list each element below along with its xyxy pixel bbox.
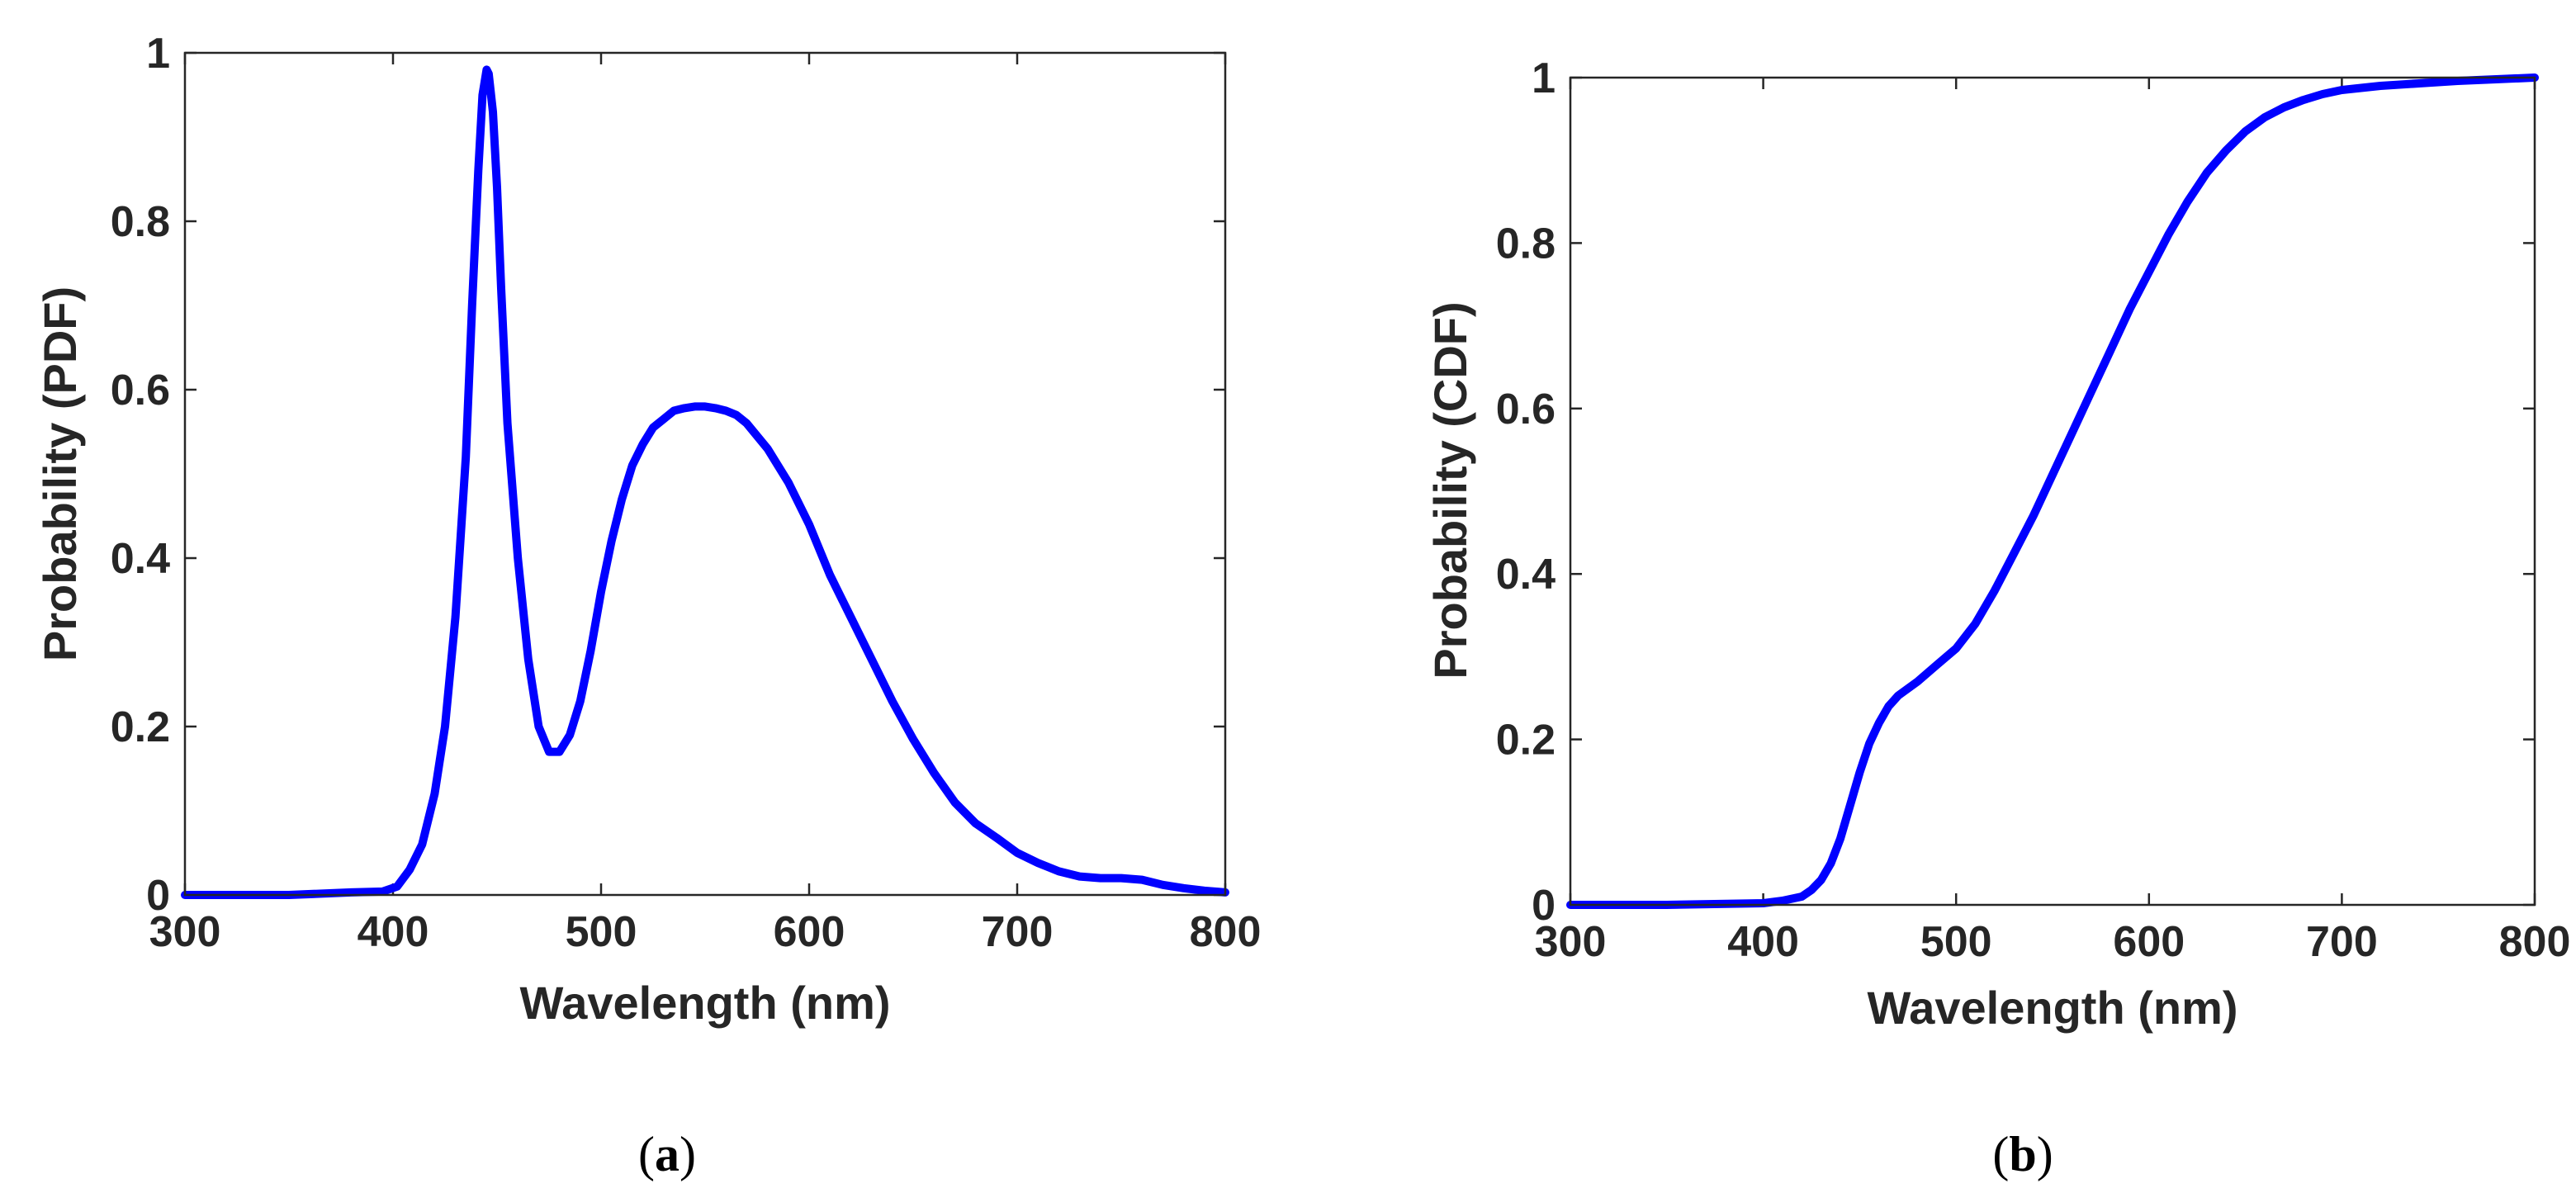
panel-a-y-axis-label: Probability (PDF) <box>34 286 86 661</box>
panel-b-x-tick-label: 800 <box>2499 918 2571 966</box>
panel-b-y-tick-label: 0.6 <box>1496 386 1556 433</box>
panel-a-x-tick-label: 400 <box>358 908 429 956</box>
panel-a-x-axis-label: Wavelength (nm) <box>519 977 890 1029</box>
panel-b-series <box>1566 73 2539 909</box>
panel-a-y-tick-label: 0.8 <box>111 198 170 246</box>
panel-b-x-tick-label: 500 <box>1920 918 1992 966</box>
panel-b-y-tick-label: 1 <box>1532 54 1556 102</box>
panel-a-x-tick-label: 800 <box>1190 908 1262 956</box>
panel-a-y-tick-label: 1 <box>146 30 170 78</box>
panel-b-x-tick-label: 300 <box>1535 918 1607 966</box>
panel-b-cdf-chart: 300 400 500 600 700 800 0 0.2 0.4 0.6 0.8 1 Wavele… <box>1424 54 2570 1181</box>
panel-a-series <box>181 65 1229 899</box>
panel-b-y-axis-label: Probability (CDF) <box>1424 301 1476 679</box>
panel-b-axes-frame <box>1569 76 2536 907</box>
panel-a-y-tick-label: 0 <box>146 872 170 920</box>
panel-b-x-axis-label: Wavelength (nm) <box>1867 982 2237 1034</box>
panel-a-x-tick-label: 500 <box>566 908 637 956</box>
panel-a-axes-frame <box>183 51 1227 897</box>
panel-b-x-ticks: 300 400 500 600 700 800 <box>1535 78 2571 966</box>
panel-b-y-tick-label: 0.4 <box>1496 551 1556 599</box>
panel-a-x-ticks: 300 400 500 600 700 800 <box>149 53 1262 956</box>
panel-b-y-tick-label: 0.2 <box>1496 717 1556 765</box>
panel-a-y-tick-label: 0.2 <box>111 703 170 751</box>
panel-a-caption: (a) <box>638 1127 696 1181</box>
panel-a-x-tick-label: 700 <box>982 908 1054 956</box>
panel-a-pdf-chart: 300 400 500 600 700 800 0 0.2 0.4 0.6 0.8 1 Wavele… <box>34 30 1261 1181</box>
panel-b-series-line-cdf <box>1566 73 2539 909</box>
panel-a-x-tick-label: 300 <box>149 908 221 956</box>
panel-a-y-tick-label: 0.4 <box>111 535 170 583</box>
panel-a-y-tick-label: 0.6 <box>111 367 170 414</box>
panel-b-x-tick-label: 700 <box>2306 918 2378 966</box>
panel-b-y-ticks: 0 0.2 0.4 0.6 0.8 1 <box>1496 54 2535 930</box>
panel-b-y-tick-label: 0 <box>1532 882 1556 930</box>
panel-a-series-line-pdf <box>181 65 1229 899</box>
panel-b-caption: (b) <box>1992 1127 2053 1181</box>
panel-a-y-ticks: 0 0.2 0.4 0.6 0.8 1 <box>111 30 1225 920</box>
panel-b-y-tick-label: 0.8 <box>1496 220 1556 267</box>
panel-a-x-tick-label: 600 <box>774 908 845 956</box>
panel-b-x-tick-label: 400 <box>1727 918 1799 966</box>
panel-b-x-tick-label: 600 <box>2113 918 2185 966</box>
